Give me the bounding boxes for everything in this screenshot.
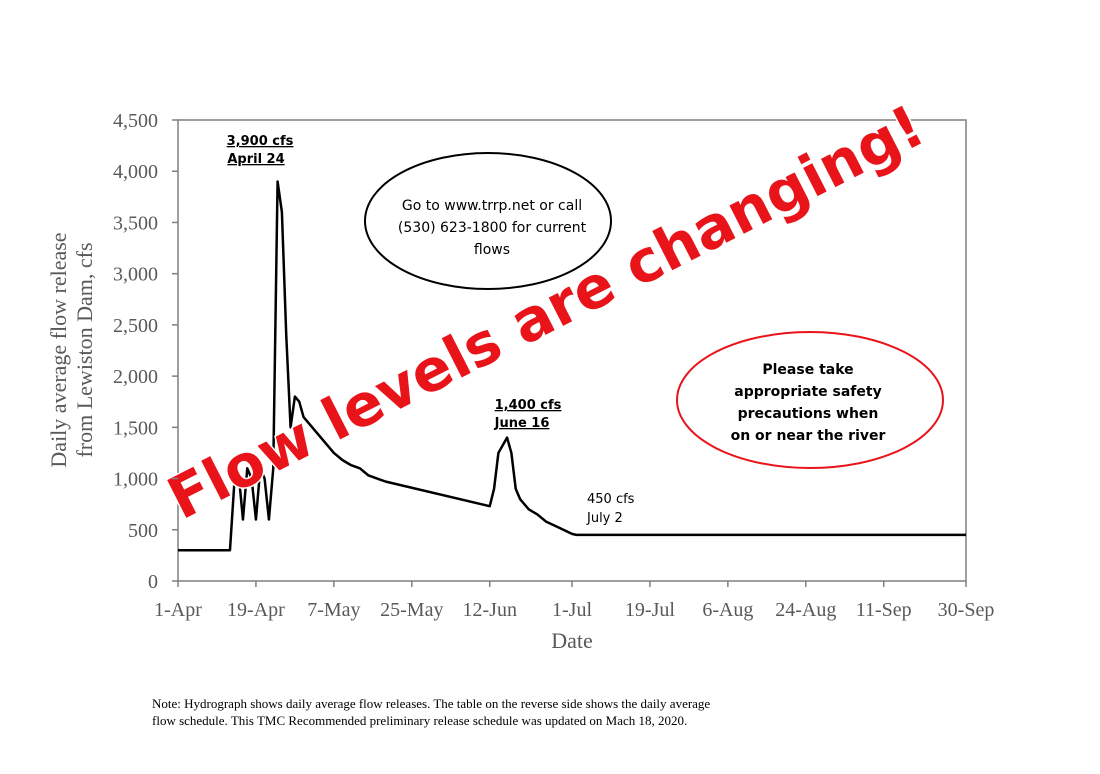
y-tick-label: 4,500 <box>113 110 158 132</box>
bubble-text: Go to www.trrp.net or call <box>402 198 582 214</box>
y-tick-label: 1,000 <box>113 469 158 491</box>
annotation: April 24 <box>227 152 284 167</box>
note: flow schedule. This TMC Recommended prel… <box>152 713 687 728</box>
info-bubble <box>364 152 612 290</box>
annotation: 450 cfs <box>587 492 635 507</box>
x-tick-label: 6-Aug <box>702 599 753 621</box>
x-tick-label: 25-May <box>380 599 443 621</box>
y-tick-label: 2,500 <box>113 315 158 337</box>
y-tick-label: 2,000 <box>113 366 158 388</box>
y-tick-label: 3,000 <box>113 264 158 286</box>
x-tick-label: 19-Jul <box>625 599 675 621</box>
bubble-text: (530) 623-1800 for current <box>398 220 587 236</box>
note: Note: Hydrograph shows daily average flo… <box>152 696 710 711</box>
x-tick-label: 7-May <box>307 599 360 621</box>
x-tick-label: 11-Sep <box>856 599 912 621</box>
x-tick-label: 1-Jul <box>552 599 592 621</box>
safety-bubble <box>676 331 944 469</box>
annotation: 1,400 cfs <box>495 398 562 413</box>
y-tick-label: 3,500 <box>113 212 158 234</box>
bubble-text: on or near the river <box>731 428 886 444</box>
x-tick-label: 1-Apr <box>154 599 202 621</box>
flow-line <box>178 180 966 552</box>
bubble-text: Please take <box>762 362 853 378</box>
x-tick-label: 12-Jun <box>463 599 517 621</box>
annotation: June 16 <box>494 416 550 431</box>
y-tick-label: 4,000 <box>113 161 158 183</box>
annotation: 3,900 cfs <box>227 134 294 149</box>
x-tick-label: 24-Aug <box>775 599 836 621</box>
bubble-text: flows <box>474 242 510 258</box>
y-tick-label: 1,500 <box>113 417 158 439</box>
bubble-text: precautions when <box>738 406 879 422</box>
y-axis-title: Daily average flow release <box>46 232 71 467</box>
y-tick-label: 500 <box>128 520 158 542</box>
annotation: July 2 <box>586 511 623 526</box>
data-layer <box>178 180 966 552</box>
x-tick-label: 30-Sep <box>938 599 995 621</box>
x-tick-label: 19-Apr <box>227 599 285 621</box>
y-tick-label: 0 <box>148 571 158 593</box>
y-axis-title: from Lewiston Dam, cfs <box>72 242 97 457</box>
bubble-text: appropriate safety <box>734 384 881 400</box>
x-axis-title: Date <box>551 628 593 653</box>
